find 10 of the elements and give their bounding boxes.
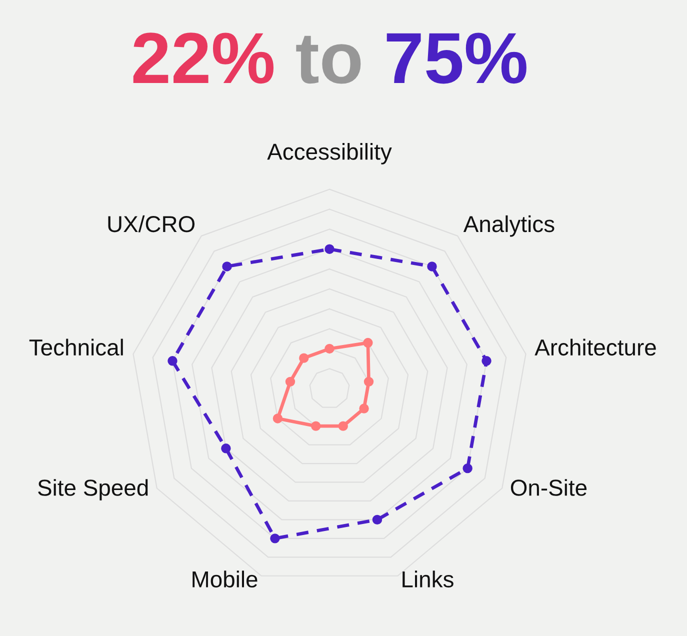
spoke-label: UX/CRO <box>108 215 195 232</box>
spoke-label: Architecture <box>534 338 656 356</box>
spoke-label: Site Speed <box>38 479 148 500</box>
spoke-label: Links <box>402 570 454 588</box>
spoke-label: Mobile <box>192 570 258 588</box>
spoke-label: Analytics <box>463 215 554 237</box>
spoke-label: Accessibility <box>267 143 392 164</box>
chart-title: 22% to 75% <box>133 32 526 84</box>
spoke-label: On-Site <box>510 479 587 496</box>
spoke-label: Technical <box>29 338 123 356</box>
